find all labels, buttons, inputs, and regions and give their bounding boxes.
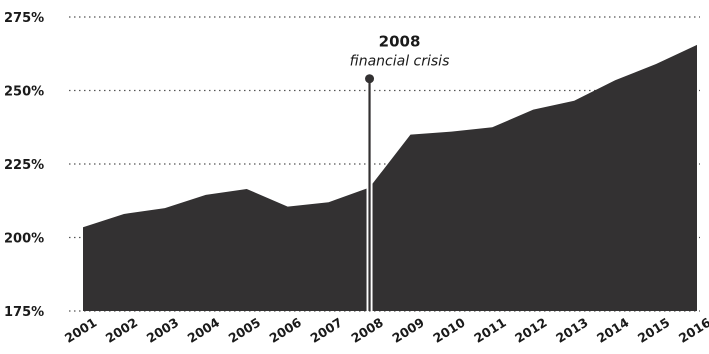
x-tick-label: 2006 — [267, 314, 305, 345]
x-tick-label: 2008 — [348, 315, 385, 346]
y-tick-label: 175% — [4, 305, 44, 320]
x-tick-label: 2007 — [307, 315, 344, 346]
annotation-title: 2008 — [379, 33, 421, 51]
x-tick-label: 2009 — [389, 315, 426, 346]
annotation-subtitle: financial crisis — [350, 54, 450, 70]
x-tick-label: 2005 — [226, 315, 263, 346]
x-tick-label: 2001 — [62, 315, 99, 346]
x-tick-label: 2004 — [185, 314, 223, 345]
x-tick-label: 2010 — [430, 314, 468, 345]
area-series — [83, 44, 697, 312]
x-tick-label: 2015 — [635, 315, 672, 346]
annotation-marker — [365, 74, 375, 84]
y-tick-label: 200% — [4, 232, 44, 247]
y-axis-ticks: 175% 200% 225% 250% 275% — [4, 11, 44, 320]
x-tick-label: 2013 — [553, 315, 590, 346]
y-tick-label: 275% — [4, 11, 44, 26]
x-tick-label: 2014 — [594, 314, 632, 345]
x-tick-label: 2012 — [512, 315, 549, 346]
x-tick-label: 2002 — [103, 315, 140, 346]
x-tick-label: 2011 — [471, 315, 508, 346]
y-tick-label: 250% — [4, 85, 44, 100]
x-axis-ticks: 2001 2002 2003 2004 2005 2006 2007 2008 2009 2010… — [62, 314, 709, 345]
crisis-annotation: 2008 financial crisis — [350, 33, 450, 311]
y-tick-label: 225% — [4, 158, 44, 173]
x-tick-label: 2003 — [144, 315, 181, 346]
x-tick-label: 2016 — [676, 314, 709, 345]
